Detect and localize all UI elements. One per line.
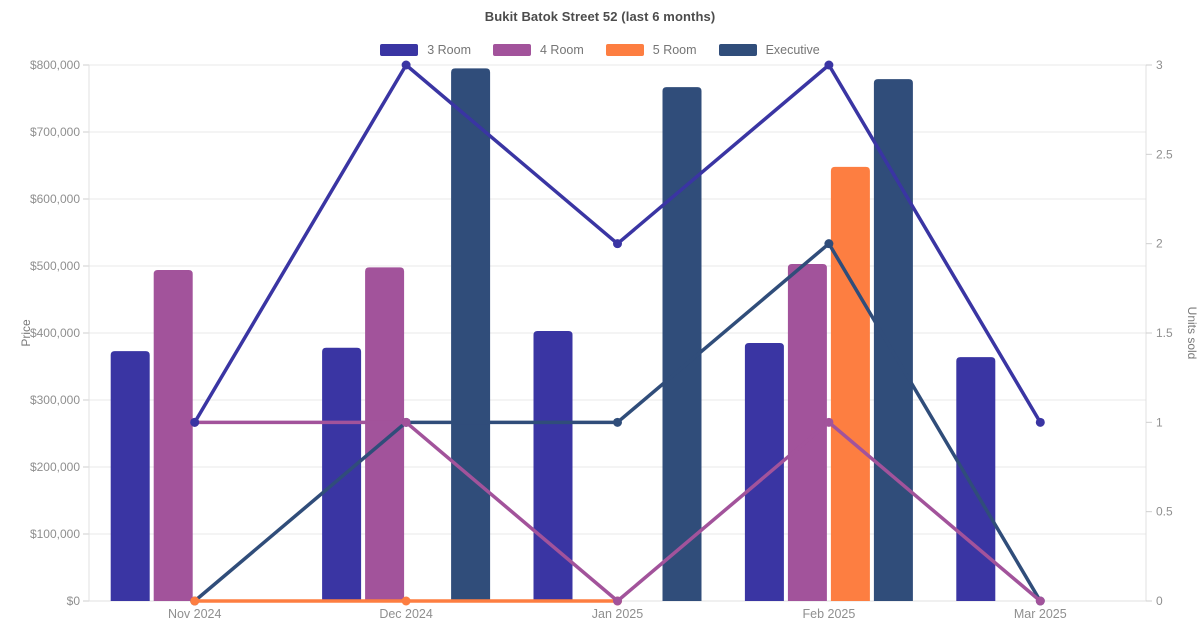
legend-label-3-room: 3 Room [427, 43, 471, 57]
right-axis-tick-label: 0 [1156, 594, 1163, 608]
legend-swatch-3-room [380, 44, 419, 56]
point-3-room-mar-2025 [1035, 417, 1045, 427]
point-4-room-dec-2024 [401, 417, 411, 427]
right-axis-tick-label: 1 [1156, 415, 1163, 429]
right-axis-title: Units sold [1185, 307, 1199, 360]
legend-item-4-room[interactable]: 4 Room [493, 43, 584, 57]
point-4-room-jan-2025 [613, 596, 622, 606]
bar-4-room-dec-2024 [365, 267, 405, 601]
bar-5-room-feb-2025 [830, 166, 870, 601]
right-axis-tick-label: 0.5 [1156, 505, 1173, 519]
point-3-room-dec-2024 [401, 60, 411, 70]
left-axis-tick-label: $100,000 [30, 527, 80, 541]
bar-executive-jan-2025 [662, 87, 702, 602]
right-axis-tick-label: 1.5 [1156, 326, 1173, 340]
x-axis-label-mar-2025: Mar 2025 [1014, 607, 1067, 621]
bar-executive-feb-2025 [873, 79, 913, 601]
left-axis-title: Price [19, 319, 33, 347]
left-axis-tick-label: $200,000 [30, 460, 80, 474]
left-axis-tick-label: $300,000 [30, 393, 80, 407]
legend-label-4-room: 4 Room [540, 43, 584, 57]
point-3-room-feb-2025 [824, 60, 834, 70]
point-3-room-nov-2024 [190, 417, 200, 427]
left-axis-tick-label: $400,000 [30, 326, 80, 340]
bar-4-room-nov-2024 [153, 270, 193, 601]
bar-3-room-feb-2025 [744, 343, 784, 601]
legend-swatch-4-room [493, 44, 531, 56]
line-4-room [192, 420, 1043, 603]
point-executive-feb-2025 [824, 239, 834, 249]
chart-legend: 3 Room 4 Room 5 Room Executive [0, 41, 1200, 59]
legend-item-5-room[interactable]: 5 Room [605, 43, 697, 57]
legend-item-3-room[interactable]: 3 Room [380, 43, 471, 57]
x-axis-label-nov-2024: Nov 2024 [168, 607, 222, 621]
x-axis-label-feb-2025: Feb 2025 [802, 607, 855, 621]
point-3-room-jan-2025 [613, 239, 622, 249]
legend-item-executive[interactable]: Executive [718, 43, 820, 57]
right-axis-tick-label: 3 [1156, 58, 1163, 72]
legend-swatch-5-room [605, 44, 644, 56]
point-5-room-nov-2024 [190, 596, 200, 606]
left-axis-tick-label: $0 [67, 594, 81, 608]
point-4-room-mar-2025 [1035, 596, 1045, 606]
left-axis-tick-label: $800,000 [30, 58, 80, 72]
bar-executive-dec-2024 [451, 68, 491, 602]
bar-3-room-nov-2024 [110, 351, 150, 601]
point-5-room-dec-2024 [401, 596, 411, 606]
left-axis-tick-label: $500,000 [30, 259, 80, 273]
x-axis-label-dec-2024: Dec 2024 [379, 607, 433, 621]
chart-title: Bukit Batok Street 52 (last 6 months) [484, 9, 716, 24]
legend-swatch-executive [718, 44, 757, 56]
left-axis-tick-label: $600,000 [30, 192, 80, 206]
bar-4-room-feb-2025 [787, 263, 827, 601]
right-axis-tick-label: 2 [1156, 237, 1163, 251]
point-4-room-feb-2025 [824, 417, 834, 427]
point-executive-jan-2025 [613, 417, 622, 427]
left-axis-tick-label: $700,000 [30, 125, 80, 139]
right-axis-tick-label: 2.5 [1156, 147, 1173, 161]
bar-3-room-dec-2024 [322, 347, 362, 601]
x-axis-label-jan-2025: Jan 2025 [592, 607, 643, 621]
legend-label-executive: Executive [765, 43, 820, 57]
legend-label-5-room: 5 Room [652, 43, 697, 57]
bar-3-room-mar-2025 [956, 357, 996, 601]
bar-3-room-jan-2025 [533, 330, 573, 601]
